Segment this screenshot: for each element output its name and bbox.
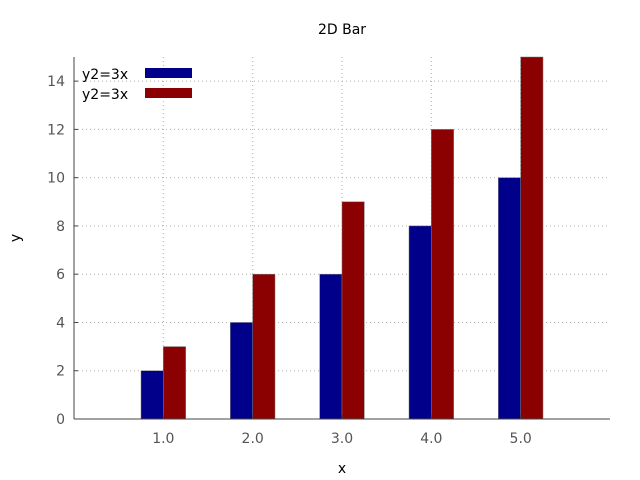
y-tick-label: 4 bbox=[56, 315, 65, 331]
bar-series-2-5.0 bbox=[520, 56, 544, 420]
bar-series-2-1.0 bbox=[163, 346, 186, 420]
bar-series-1-2.0 bbox=[230, 322, 253, 420]
bar-series-2-4.0 bbox=[431, 129, 454, 420]
x-tick-label: 4.0 bbox=[420, 431, 442, 447]
bar-series-1-1.0 bbox=[140, 370, 164, 420]
bar-series-2-2.0 bbox=[252, 273, 276, 420]
legend: y2=3x y2=3x bbox=[82, 67, 192, 103]
y-tick-label: 0 bbox=[56, 412, 65, 428]
y-tick-label: 2 bbox=[56, 364, 65, 380]
x-tick-label: 1.0 bbox=[152, 431, 174, 447]
y-ticks: 0 2 4 6 8 10 12 14 bbox=[47, 74, 78, 428]
x-tick-label: 2.0 bbox=[242, 431, 264, 447]
x-ticks: 1.0 2.0 3.0 4.0 5.0 bbox=[152, 415, 532, 447]
y-tick-label: 6 bbox=[56, 267, 65, 283]
chart-title: 2D Bar bbox=[318, 22, 366, 38]
legend-label-series-2: y2=3x bbox=[82, 87, 128, 103]
bar-series-1-4.0 bbox=[408, 225, 432, 420]
y-tick-label: 8 bbox=[56, 219, 65, 235]
legend-label-series-1: y2=3x bbox=[82, 67, 128, 83]
y-tick-label: 14 bbox=[47, 74, 65, 90]
x-tick-label: 5.0 bbox=[510, 431, 532, 447]
bar-series-2-3.0 bbox=[341, 201, 365, 420]
bars bbox=[140, 56, 544, 420]
x-axis-label: x bbox=[338, 461, 346, 477]
legend-swatch-series-2 bbox=[145, 88, 192, 98]
bar-series-1-3.0 bbox=[319, 273, 343, 420]
y-tick-label: 10 bbox=[47, 171, 65, 187]
x-tick-label: 3.0 bbox=[331, 431, 353, 447]
legend-swatch-series-1 bbox=[145, 68, 192, 78]
y-axis-label: y bbox=[8, 234, 24, 242]
y-tick-label: 12 bbox=[47, 122, 65, 138]
bar-series-1-5.0 bbox=[498, 177, 521, 420]
